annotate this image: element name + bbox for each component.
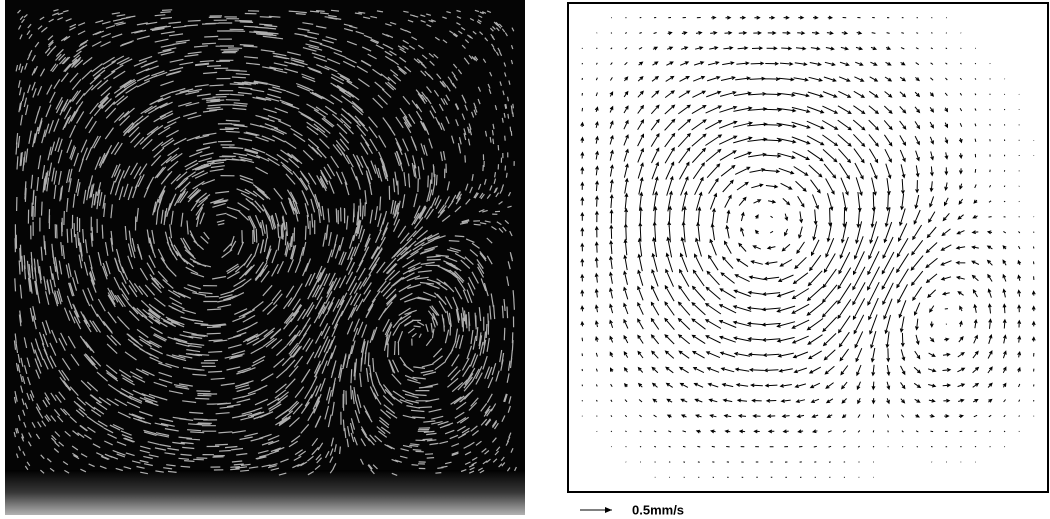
page: {"scale_label": "0.5mm/s"} 0.5mm/s (() =… xyxy=(0,0,1050,519)
vector-panel xyxy=(568,3,1048,492)
scale-label: 0.5mm/s xyxy=(632,502,684,517)
flow-visualization xyxy=(5,0,525,515)
photo-bottom-fringe xyxy=(5,470,525,515)
scale-arrow-head xyxy=(605,507,612,513)
scale-bar: 0.5mm/s xyxy=(580,502,684,517)
figure: 0.5mm/s xyxy=(0,0,1050,519)
